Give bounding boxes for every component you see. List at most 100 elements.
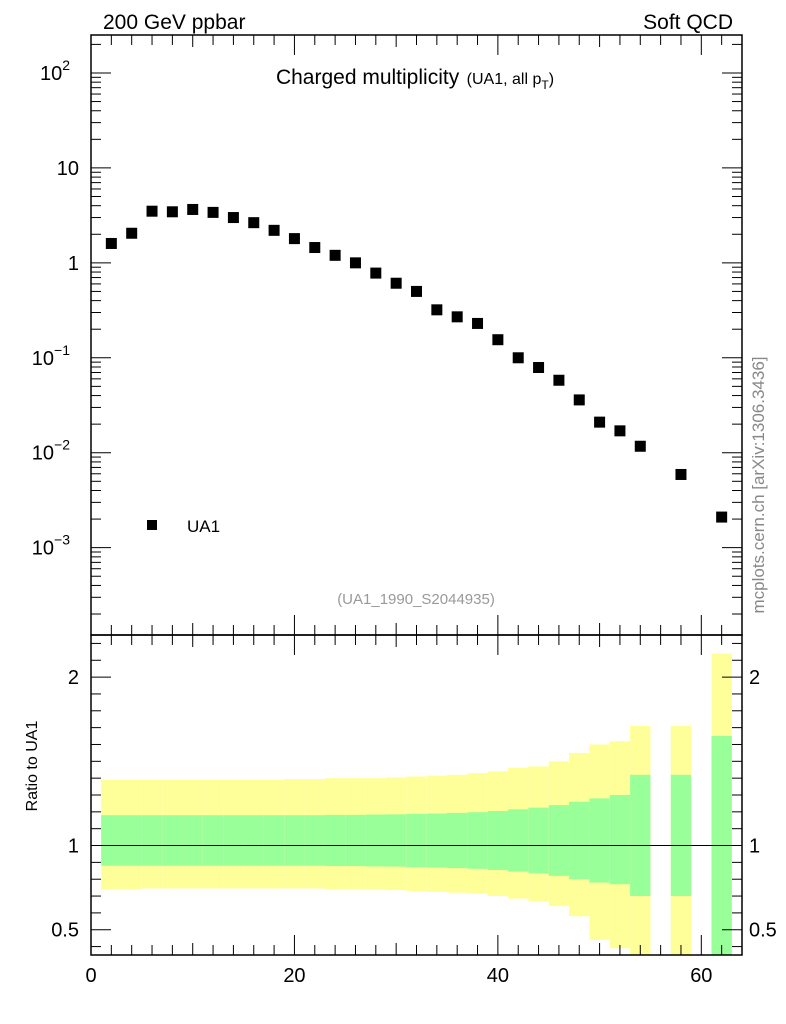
main-y-tick-exp: −2 <box>54 437 70 453</box>
ratio-x-tick-label: 20 <box>283 965 305 987</box>
data-point <box>105 237 117 249</box>
ratio-inner-band <box>304 815 325 866</box>
ratio-inner-band <box>426 813 448 868</box>
data-point <box>288 233 300 245</box>
ratio-inner-band <box>223 815 244 866</box>
ratio-y-ticks <box>91 642 742 948</box>
ratio-inner-band <box>467 812 488 869</box>
data-point <box>248 217 260 229</box>
legend-marker <box>147 520 157 530</box>
ratio-y-tick-label-right: 1 <box>749 836 760 858</box>
main-subtitle-close: ) <box>549 71 554 88</box>
ratio-inner-band <box>508 809 529 872</box>
main-title: Charged multiplicity (UA1, all pT) <box>276 66 554 92</box>
ratio-x-tick-labels: 0 20 40 60 <box>85 965 712 987</box>
ratio-inner-band <box>385 814 407 867</box>
data-point <box>146 205 158 217</box>
main-y-tick-base: 10 <box>32 538 54 560</box>
data-point <box>716 511 728 523</box>
ratio-y-tick-label-left: 2 <box>68 667 79 689</box>
ratio-inner-band <box>182 815 203 866</box>
main-y-tick-exp: 2 <box>62 57 70 73</box>
ratio-inner-band <box>447 812 468 869</box>
main-title-text: Charged multiplicity <box>276 66 460 89</box>
ratio-inner-band <box>243 815 264 866</box>
legend-label: UA1 <box>187 517 220 536</box>
data-point <box>492 334 504 346</box>
data-point <box>634 440 646 452</box>
ratio-inner-band <box>365 814 386 867</box>
main-y-tick-exp: −3 <box>54 532 70 548</box>
ratio-inner-band <box>609 795 631 885</box>
ratio-inner-band <box>345 814 366 867</box>
data-point <box>411 285 422 297</box>
data-point <box>370 267 382 279</box>
data-point <box>268 224 280 236</box>
data-point <box>553 374 565 386</box>
ratio-inner-band <box>406 813 427 868</box>
ratio-inner-band <box>101 815 122 866</box>
data-point <box>573 394 585 406</box>
ratio-inner-band <box>569 801 590 880</box>
main-subtitle-sub: T <box>541 78 549 92</box>
data-point <box>533 362 545 374</box>
main-y-tick-label: 10−1 <box>32 342 70 370</box>
ratio-x-ticks <box>90 635 743 955</box>
data-point <box>329 249 341 261</box>
main-y-tick-label: 10−3 <box>32 532 70 560</box>
main-watermark: (UA1_1990_S2044935) <box>337 591 495 608</box>
data-point <box>166 206 178 218</box>
ratio-y-tick-label-right: 0.5 <box>749 920 777 942</box>
main-panel: Charged multiplicity (UA1, all pT) (UA1_… <box>32 34 743 636</box>
main-y-tick-label: 10 <box>57 158 79 180</box>
ratio-inner-band <box>162 815 183 866</box>
main-y-tick-base: 10 <box>40 63 62 85</box>
ratio-y-tick-label-left: 1 <box>68 836 79 858</box>
header-right-label: Soft QCD <box>643 11 733 34</box>
ratio-inner-band <box>589 798 610 883</box>
ratio-inner-band <box>324 814 346 867</box>
ratio-inner-band <box>202 815 224 866</box>
data-point <box>594 416 606 428</box>
ratio-inner-band <box>263 815 285 866</box>
ratio-panel: 0.5 0.5 1 1 2 2 0 20 40 60 Ratio to UA1 <box>24 634 777 987</box>
data-point <box>390 277 402 289</box>
data-point <box>227 212 239 224</box>
main-plot-frame <box>90 34 743 636</box>
ratio-inner-band <box>141 815 163 866</box>
main-y-tick-exp: −1 <box>54 342 70 358</box>
ratio-bands <box>101 653 732 955</box>
ratio-x-tick-label: 0 <box>85 965 96 987</box>
side-source-label: mcplots.cern.ch [arXiv:1306.3436] <box>749 356 768 613</box>
main-y-ticks <box>91 43 742 615</box>
data-point <box>349 257 361 269</box>
data-point <box>675 468 687 480</box>
main-x-ticks <box>90 35 743 635</box>
ratio-y-tick-labels: 0.5 0.5 1 1 2 2 <box>51 667 777 942</box>
data-point <box>451 311 463 323</box>
main-y-tick-base: 10 <box>32 348 54 370</box>
ratio-inner-band <box>630 774 651 897</box>
ratio-x-tick-label: 40 <box>487 965 509 987</box>
main-y-tick-label: 1 <box>68 253 79 275</box>
header-left-label: 200 GeV ppbar <box>103 11 245 34</box>
data-point <box>472 317 484 329</box>
ratio-inner-band <box>528 807 549 874</box>
ratio-y-axis-label: Ratio to UA1 <box>24 721 41 812</box>
ratio-inner-band <box>284 815 305 866</box>
data-point <box>512 352 524 364</box>
data-point <box>187 203 199 215</box>
data-point <box>126 227 138 239</box>
data-point <box>614 425 626 437</box>
ratio-inner-band <box>548 805 570 876</box>
ratio-inner-band <box>121 815 142 866</box>
data-point <box>309 242 321 254</box>
ratio-inner-band <box>670 774 692 897</box>
main-subtitle-text: (UA1, all p <box>467 71 542 88</box>
ratio-y-tick-label-left: 0.5 <box>51 920 79 942</box>
main-y-tick-label: 10−2 <box>32 437 70 465</box>
data-point <box>207 206 219 218</box>
data-point <box>431 304 443 316</box>
main-data-points <box>105 203 728 523</box>
